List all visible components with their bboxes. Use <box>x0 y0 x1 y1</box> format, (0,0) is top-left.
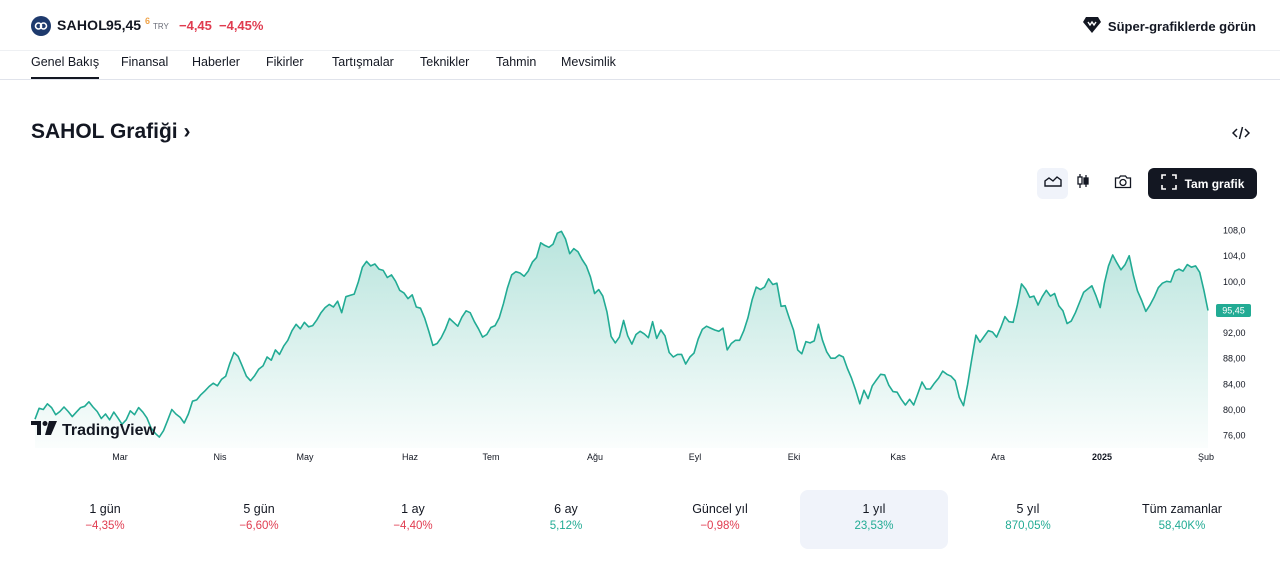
period-label: Tüm zamanlar <box>1142 502 1222 516</box>
period-change: 870,05% <box>1005 520 1051 532</box>
snapshot-button[interactable] <box>1107 168 1138 199</box>
section-tabs: Genel Bakış Finansal Haberler Fikirler T… <box>0 51 1280 80</box>
x-axis-tick-label: Eyl <box>689 452 702 462</box>
company-logo-icon <box>31 16 51 36</box>
area-chart-type-button[interactable] <box>1037 168 1068 199</box>
x-axis-tick-label: Tem <box>482 452 499 462</box>
candlestick-icon <box>1075 173 1091 194</box>
y-axis-tick-label: 100,0 <box>1223 277 1246 287</box>
price-change-percent: −4,45% <box>219 18 264 33</box>
x-axis-tick-label: May <box>296 452 314 462</box>
x-axis-tick-label: Eki <box>788 452 801 462</box>
period-1m[interactable]: 1 ay −4,40% <box>339 490 487 549</box>
candle-chart-type-button[interactable] <box>1067 168 1098 199</box>
x-axis-tick-label: Ara <box>991 452 1005 462</box>
last-price-label: 95,45 <box>1222 306 1245 316</box>
tradingview-wordmark: TradingView <box>62 421 156 439</box>
period-change: −4,35% <box>85 520 125 532</box>
ticker-symbol: SAHOL <box>57 17 107 33</box>
area-chart-icon <box>1043 174 1062 193</box>
tab-ideas[interactable]: Fikirler <box>266 55 304 69</box>
symbol-header: SAHOL 95,45 6 TRY −4,45 −4,45% Süper-gra… <box>0 0 1280 51</box>
period-1d[interactable]: 1 gün −4,35% <box>31 490 179 549</box>
y-axis-tick-label: 84,00 <box>1223 379 1246 389</box>
period-change: 5,12% <box>549 520 583 532</box>
price-chart[interactable]: 76,0080,0084,0088,0092,0096,00100,0104,0… <box>0 200 1280 470</box>
full-chart-button[interactable]: Tam grafik <box>1148 168 1257 199</box>
period-label: 1 gün <box>89 502 121 516</box>
period-label: Güncel yıl <box>692 502 748 516</box>
fullscreen-icon <box>1160 174 1177 193</box>
period-change: −6,60% <box>239 520 279 532</box>
period-all-time[interactable]: Tüm zamanlar 58,40K% <box>1108 490 1256 549</box>
embed-code-icon[interactable] <box>1231 125 1251 141</box>
x-axis-tick-label: Nis <box>214 452 227 462</box>
tab-news[interactable]: Haberler <box>192 55 240 69</box>
chart-title-link[interactable]: SAHOL Grafiği › <box>31 120 191 143</box>
currency-label: TRY <box>153 22 169 31</box>
x-axis-tick-label: Ağu <box>587 452 603 462</box>
tradingview-logo-icon <box>31 421 57 440</box>
price-area-fill <box>35 231 1208 448</box>
y-axis-tick-label: 88,00 <box>1223 354 1246 364</box>
tab-financials[interactable]: Finansal <box>121 55 169 69</box>
period-1y[interactable]: 1 yıl 23,53% <box>800 490 948 549</box>
period-change: −0,98% <box>700 520 740 532</box>
super-charts-icon <box>1082 16 1102 37</box>
period-5y[interactable]: 5 yıl 870,05% <box>954 490 1102 549</box>
period-label: 5 yıl <box>1016 502 1040 516</box>
full-chart-label: Tam grafik <box>1184 176 1245 191</box>
period-label: 1 yıl <box>862 502 886 516</box>
y-axis-tick-label: 80,00 <box>1223 405 1246 415</box>
x-axis-tick-label: Kas <box>890 452 906 462</box>
period-performance-row: 1 gün −4,35% 5 gün −6,60% 1 ay −4,40% 6 … <box>31 490 1258 549</box>
last-price-badge <box>1216 304 1251 317</box>
tab-discussions[interactable]: Tartışmalar <box>332 55 394 69</box>
price-superscript: 6 <box>145 16 151 26</box>
period-label: 5 gün <box>243 502 275 516</box>
tab-forecast[interactable]: Tahmin <box>496 55 537 69</box>
period-ytd[interactable]: Güncel yıl −0,98% <box>646 490 794 549</box>
last-price: 95,45 <box>106 17 142 33</box>
period-6m[interactable]: 6 ay 5,12% <box>492 490 640 549</box>
period-change: −4,40% <box>393 520 433 532</box>
y-axis-tick-label: 92,00 <box>1223 328 1246 338</box>
price-line <box>34 230 1209 438</box>
period-change: 58,40K% <box>1158 520 1206 532</box>
period-5d[interactable]: 5 gün −6,60% <box>185 490 333 549</box>
y-axis-tick-label: 108,0 <box>1223 226 1246 236</box>
x-axis-tick-label: 2025 <box>1092 452 1112 462</box>
period-label: 1 ay <box>401 502 425 516</box>
y-axis-tick-label: 76,00 <box>1223 431 1246 441</box>
y-axis-tick-label: 104,0 <box>1223 251 1246 261</box>
tab-overview[interactable]: Genel Bakış <box>31 55 100 79</box>
period-change: 23,53% <box>854 520 894 532</box>
price-change-absolute: −4,45 <box>179 18 212 33</box>
super-charts-label: Süper-grafiklerde görün <box>1107 18 1256 34</box>
x-axis-tick-label: Haz <box>402 452 419 462</box>
super-charts-button[interactable]: Süper-grafiklerde görün <box>1082 15 1256 37</box>
camera-icon <box>1114 174 1132 194</box>
x-axis-tick-label: Mar <box>112 452 128 462</box>
tab-seasonals[interactable]: Mevsimlik <box>561 55 616 69</box>
period-label: 6 ay <box>554 502 578 516</box>
x-axis-tick-label: Şub <box>1198 452 1214 462</box>
tab-technicals[interactable]: Teknikler <box>420 55 470 69</box>
tradingview-watermark: TradingView <box>31 421 156 440</box>
